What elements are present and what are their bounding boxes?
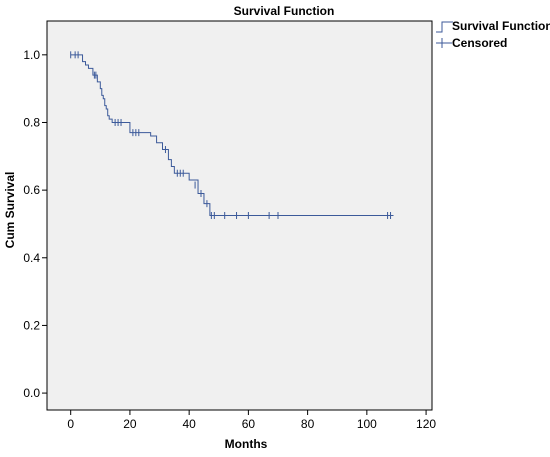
x-tick-label: 60 (242, 417, 256, 431)
y-tick-label: 0.6 (23, 183, 40, 197)
x-axis-label: Months (225, 437, 268, 451)
x-tick-label: 100 (357, 417, 377, 431)
x-tick-label: 40 (182, 417, 196, 431)
x-tick-label: 20 (123, 417, 137, 431)
legend: Survival Function Censored (436, 19, 550, 50)
y-tick-label: 0.4 (23, 251, 40, 265)
x-tick-label: 0 (67, 417, 74, 431)
legend-censor-icon (436, 38, 452, 48)
legend-step-icon (436, 21, 453, 33)
y-axis: 0.0 0.2 0.4 0.6 0.8 1.0 (23, 48, 47, 400)
y-tick-label: 0.0 (23, 386, 40, 400)
legend-label-censored: Censored (452, 36, 507, 50)
y-tick-label: 0.2 (23, 318, 40, 332)
y-tick-label: 0.8 (23, 115, 40, 129)
series-layer (70, 51, 394, 219)
survival-step-line (70, 54, 394, 216)
y-axis-label: Cum Survival (3, 172, 17, 249)
x-tick-label: 80 (301, 417, 315, 431)
x-tick-label: 120 (416, 417, 436, 431)
chart-title: Survival Function (234, 4, 335, 18)
y-tick-label: 1.0 (23, 48, 40, 62)
x-axis: 0 20 40 60 80 100 120 (67, 410, 436, 431)
legend-label-survival: Survival Function (452, 19, 550, 33)
